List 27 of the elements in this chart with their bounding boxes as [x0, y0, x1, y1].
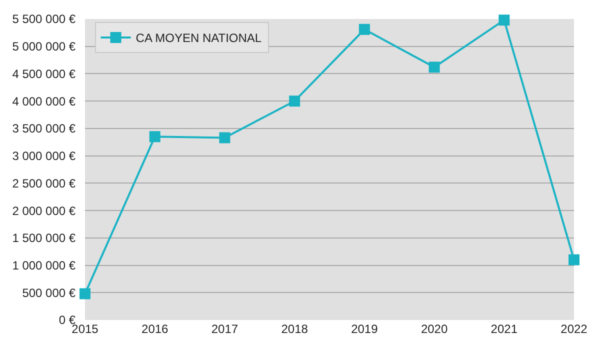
y-tick-label: 2 000 000 €: [12, 204, 76, 218]
x-tick-label: 2019: [351, 322, 378, 336]
point: [289, 96, 300, 107]
legend-label: CA MOYEN NATIONAL: [136, 31, 262, 46]
x-tick-label: 2022: [560, 322, 588, 336]
x-tick-label: 2017: [211, 322, 238, 336]
y-tick-label: 4 500 000 €: [12, 66, 76, 81]
point: [498, 14, 510, 26]
y-tick-label: 3 500 000 €: [12, 122, 76, 136]
point: [149, 131, 160, 142]
x-tick-label: 2021: [490, 322, 518, 336]
y-tick-label: 4 000 000 €: [12, 94, 76, 108]
x-tick-label: 2020: [420, 322, 448, 336]
y-tick-label: 1 500 000 €: [12, 231, 76, 246]
x-tick-label: 2018: [281, 322, 308, 336]
y-tick-label: 5 000 000 €: [12, 40, 76, 54]
point: [80, 288, 90, 300]
y-tick-label: 3 000 000 €: [12, 149, 76, 164]
point: [358, 24, 370, 35]
point: [219, 132, 230, 144]
y-tick-label: 5 500 000 €: [12, 12, 76, 26]
point: [568, 254, 580, 266]
y-tick-label: 2 500 000 €: [12, 176, 76, 190]
x-tick-label: 2016: [142, 322, 169, 336]
y-tick-label: 1 000 000 €: [12, 258, 76, 272]
point: [428, 62, 440, 73]
y-tick-label: 500 000 €: [22, 286, 76, 300]
